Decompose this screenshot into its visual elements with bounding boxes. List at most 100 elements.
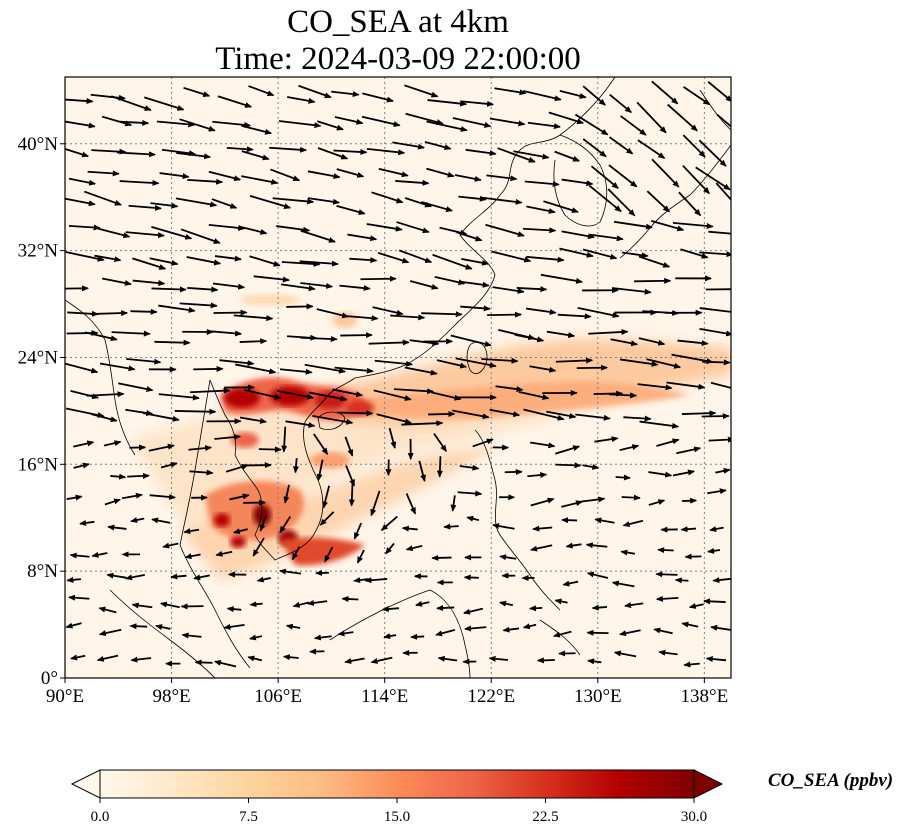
wind-vector <box>463 607 484 615</box>
wind-vector <box>331 90 360 98</box>
wind-vector <box>208 223 246 231</box>
wind-vector <box>450 334 492 347</box>
wind-vector <box>347 233 378 242</box>
wind-vector <box>180 228 221 244</box>
colorbar-ticks: 0.0 7.5 15.0 22.5 30.0 <box>91 798 707 825</box>
wind-vector <box>495 385 524 393</box>
wind-vector <box>96 654 119 662</box>
wind-vector <box>373 389 412 401</box>
wind-vector <box>281 260 321 267</box>
wind-vector <box>334 116 364 125</box>
wind-vector <box>585 542 608 549</box>
wind-vector <box>593 390 624 397</box>
wind-vector <box>362 92 394 103</box>
wind-vector <box>424 140 452 151</box>
wind-vector <box>371 191 404 204</box>
lat-tick-label: 0° <box>41 668 58 689</box>
wind-vector <box>529 441 556 449</box>
wind-vector <box>651 158 680 188</box>
wind-vector <box>499 600 513 607</box>
wind-vector <box>319 511 335 526</box>
wind-vector <box>336 410 374 417</box>
wind-vector <box>119 179 160 186</box>
wind-vector <box>436 359 468 369</box>
wind-vector <box>66 330 99 337</box>
wind-vector <box>249 601 263 608</box>
wind-vector <box>489 117 526 127</box>
colorbar-tick-label: 0.0 <box>91 809 110 825</box>
wind-vector <box>621 494 641 501</box>
wind-vector <box>464 625 487 632</box>
wind-vector <box>405 545 423 552</box>
wind-vector <box>308 391 348 402</box>
wind-vector <box>428 411 456 418</box>
wind-vector <box>91 551 108 558</box>
wind-vector <box>712 577 731 584</box>
wind-vector <box>615 474 631 481</box>
wind-vector <box>420 201 453 212</box>
wind-vector <box>270 168 301 182</box>
wind-vector <box>561 500 584 508</box>
wind-vector <box>682 165 710 195</box>
wind-vector <box>239 338 268 345</box>
wind-vector <box>698 139 727 167</box>
wind-vector <box>239 416 268 424</box>
lon-tick-label: 114°E <box>361 686 408 707</box>
wind-vector <box>300 282 334 289</box>
wind-vector <box>99 362 136 372</box>
wind-vector <box>594 517 615 524</box>
wind-vector <box>121 492 143 500</box>
wind-vector <box>672 469 695 477</box>
wind-vector <box>582 85 606 106</box>
wind-vector <box>91 413 118 423</box>
wind-vector <box>241 175 279 185</box>
lon-tick-label: 90°E <box>46 686 84 707</box>
wind-vector <box>193 574 210 581</box>
wind-vector <box>481 357 519 364</box>
wind-vector <box>188 445 213 452</box>
wind-vector <box>68 177 97 186</box>
wind-vector <box>184 553 201 560</box>
wind-vector <box>619 358 659 367</box>
wind-vector <box>434 276 466 286</box>
wind-vector <box>344 436 354 457</box>
wind-vector <box>710 624 731 631</box>
wind-vector <box>699 251 731 258</box>
wind-vector <box>392 141 426 150</box>
wind-vector <box>494 87 527 96</box>
wind-vector <box>611 287 652 295</box>
wind-vector <box>381 606 399 612</box>
colorbar-extend-min <box>70 769 101 799</box>
wind-vector <box>149 493 177 500</box>
wind-vector <box>130 517 145 523</box>
wind-vector <box>186 256 222 266</box>
wind-vector <box>395 179 430 186</box>
wind-vector <box>107 524 127 531</box>
wind-vector <box>370 656 393 664</box>
wind-vector <box>65 120 96 129</box>
wind-vector <box>333 148 368 155</box>
wind-vector <box>65 285 89 292</box>
wind-vector <box>530 544 553 552</box>
wind-vector <box>559 247 594 258</box>
wind-vector <box>609 93 632 114</box>
wind-vector <box>90 93 126 101</box>
wind-vector <box>678 191 702 217</box>
wind-vector <box>287 96 316 104</box>
lon-tick-label: 122°E <box>467 686 515 707</box>
wind-vector <box>681 410 717 417</box>
wind-vector <box>502 626 520 633</box>
wind-vector <box>557 313 592 320</box>
lon-tick-label: 106°E <box>254 686 302 707</box>
wind-vector <box>307 197 341 205</box>
wind-vector <box>432 253 473 270</box>
wind-vector <box>559 90 587 99</box>
wind-vector <box>656 438 680 447</box>
wind-vector <box>155 624 171 631</box>
wind-vector <box>84 331 118 342</box>
colorbar-tick-label: 30.0 <box>681 809 707 825</box>
lon-tick-label: 138°E <box>681 686 729 707</box>
wind-vector <box>383 633 397 640</box>
wind-vector <box>701 359 731 366</box>
wind-vector <box>104 498 121 506</box>
